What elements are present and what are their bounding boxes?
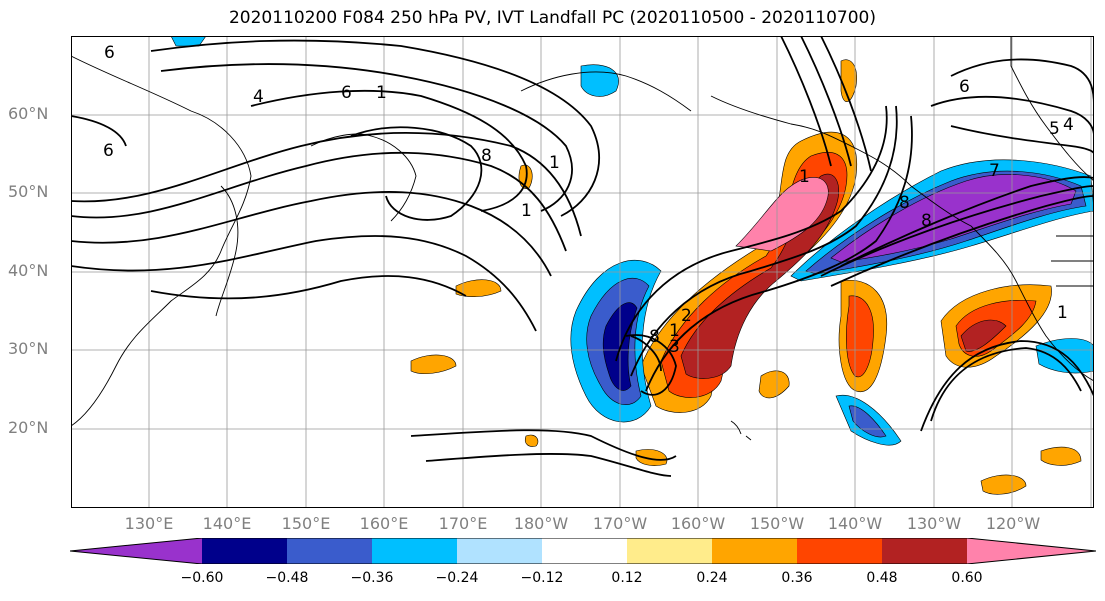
contour-label: 8: [649, 327, 660, 347]
contour-label-group: 6 4 6 1 8 6 1 1 8 1 2 3 1 8 6 5 4 7 8 1: [103, 43, 1074, 357]
colorbar-segment: [882, 538, 967, 564]
lon-label-150e: 150°E: [281, 514, 331, 533]
map-frame: [71, 36, 1094, 508]
map-title: 2020110200 F084 250 hPa PV, IVT Landfall…: [228, 8, 876, 28]
lon-label-150w: 150°W: [749, 514, 805, 533]
colorbar-tick-label: −0.36: [350, 570, 394, 586]
colorbar-segment: [372, 538, 457, 564]
colorbar-tick-label: −0.48: [265, 570, 309, 586]
colorbar-tick-label: −0.12: [520, 570, 564, 586]
colorbar-segment: [797, 538, 882, 564]
contour-label: 6: [341, 83, 352, 103]
colorbar-tick-label: 0.12: [611, 570, 643, 586]
lon-label-170w: 170°W: [592, 514, 648, 533]
colorbar-tick-label: 0.60: [951, 570, 983, 586]
colorbar: [70, 538, 1096, 564]
contour-label: 3: [669, 337, 680, 357]
contour-label: 2: [681, 306, 692, 326]
lat-label-20n: 20°N: [8, 418, 49, 437]
contour-label: 1: [1057, 303, 1068, 323]
lon-label-170e: 170°E: [438, 514, 488, 533]
contour-label: 1: [669, 321, 680, 341]
lat-label-40n: 40°N: [8, 261, 49, 280]
lon-label-160w: 160°W: [670, 514, 726, 533]
lat-label-30n: 30°N: [8, 339, 49, 358]
contour-label: 4: [1063, 115, 1074, 135]
contour-label: 8: [899, 193, 910, 213]
contour-label: 8: [921, 211, 932, 231]
contour-label: 8: [481, 146, 492, 166]
colorbar-extend-high: [967, 538, 1096, 564]
contour-label: 6: [959, 77, 970, 97]
contour-label: 1: [799, 167, 810, 187]
contour-label: 1: [376, 83, 387, 103]
map-panel: 6 4 6 1 8 6 1 1 8 1 2 3 1 8 6 5 4 7 8 1: [71, 36, 1094, 508]
lon-label-160e: 160°E: [359, 514, 409, 533]
colorbar-segment: [287, 538, 372, 564]
lat-label-50n: 50°N: [8, 182, 49, 201]
contour-label: 4: [253, 87, 264, 107]
lon-label-120w: 120°W: [985, 514, 1041, 533]
colorbar-tick-label: 0.36: [781, 570, 813, 586]
colorbar-extend-low: [70, 538, 202, 564]
coastlines: [71, 36, 1094, 441]
colorbar-segment: [542, 538, 627, 564]
colorbar-tick-label: 0.48: [866, 570, 898, 586]
colorbar-segment: [457, 538, 542, 564]
contour-label: 5: [1049, 119, 1060, 139]
contour-label: 1: [549, 153, 560, 173]
colorbar-tick-label: −0.24: [435, 570, 479, 586]
colorbar-segment: [627, 538, 712, 564]
contour-label: 6: [104, 43, 115, 63]
pv-contours: [71, 36, 1094, 477]
colorbar-segment: [712, 538, 797, 564]
graticule: [71, 36, 1094, 508]
lon-label-180w: 180°W: [513, 514, 569, 533]
lon-label-140e: 140°E: [202, 514, 252, 533]
contour-label: 7: [989, 161, 1000, 181]
lon-label-140w: 140°W: [827, 514, 883, 533]
colorbar-tick-label: 0.24: [696, 570, 728, 586]
lon-label-130w: 130°W: [906, 514, 962, 533]
colorbar-segment: [202, 538, 287, 564]
contour-label: 1: [521, 201, 532, 221]
contour-label: 6: [103, 141, 114, 161]
lat-label-60n: 60°N: [8, 104, 49, 123]
colorbar-tick-label: −0.60: [180, 570, 224, 586]
lon-label-130e: 130°E: [124, 514, 174, 533]
ivt-shading: [170, 36, 1094, 495]
